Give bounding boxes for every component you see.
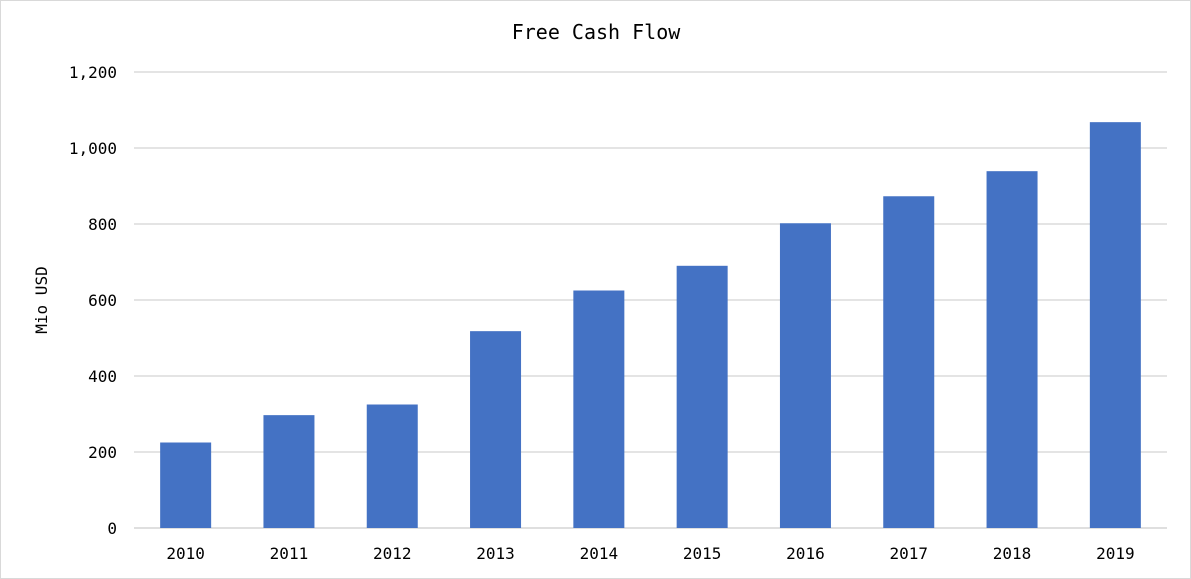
x-tick-label: 2016	[786, 544, 825, 563]
y-axis-ticks: 0 200 400 600 800 1,000 1,200	[69, 63, 117, 538]
bar-2015	[676, 265, 728, 528]
y-tick-label: 1,000	[69, 139, 117, 158]
x-tick-label: 2014	[580, 544, 619, 563]
bars	[160, 122, 1141, 529]
x-tick-label: 2017	[889, 544, 928, 563]
x-tick-label: 2011	[270, 544, 309, 563]
y-tick-label: 400	[88, 367, 117, 386]
chart-title: Free Cash Flow	[512, 20, 682, 44]
bar-2017	[883, 196, 935, 528]
bar-2012	[366, 404, 418, 528]
y-tick-label: 600	[88, 291, 117, 310]
y-tick-label: 800	[88, 215, 117, 234]
y-tick-label: 0	[107, 519, 117, 538]
x-tick-label: 2018	[993, 544, 1032, 563]
y-axis-label: Mio USD	[32, 266, 51, 333]
bar-2013	[470, 331, 522, 528]
bar-2018	[986, 171, 1038, 528]
bar-2011	[263, 415, 315, 528]
bar-2019	[1089, 122, 1141, 528]
bar-2010	[160, 442, 212, 528]
x-tick-label: 2019	[1096, 544, 1135, 563]
x-tick-label: 2010	[166, 544, 205, 563]
bar-2014	[573, 290, 625, 528]
x-tick-label: 2013	[476, 544, 515, 563]
y-tick-label: 1,200	[69, 63, 117, 82]
y-tick-label: 200	[88, 443, 117, 462]
x-axis-ticks: 2010 2011 2012 2013 2014 2015 2016 2017 2018 2019	[166, 544, 1134, 563]
bar-2016	[779, 223, 831, 529]
x-tick-label: 2012	[373, 544, 412, 563]
x-tick-label: 2015	[683, 544, 722, 563]
